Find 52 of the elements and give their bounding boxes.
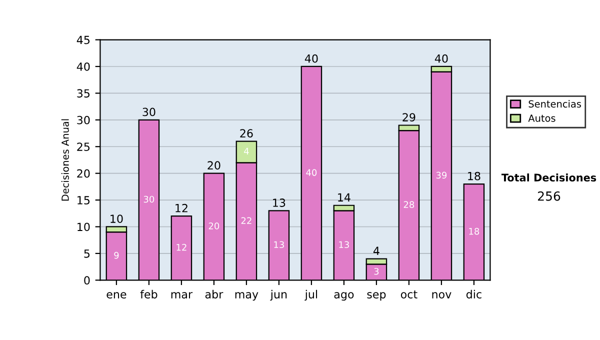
x-tick-label: oct [400,290,418,298]
x-tick-label: abr [205,290,224,298]
x-tick-label: ago [334,292,354,301]
total-label: 40 [434,54,448,63]
x-tick-label: feb [140,290,158,298]
text: 256 [538,191,560,201]
data-label: 13 [274,241,284,248]
y-tick-label: 10 [78,222,90,232]
x-tick-label: dic [466,290,482,298]
data-label: 4 [244,148,249,154]
total-label: 29 [402,113,416,122]
total-label: 12 [176,204,188,212]
total-label: 4 [373,246,380,255]
data-label: 28 [404,201,414,208]
data-label: 40 [306,169,317,176]
y-tick-label: 40 [76,62,90,71]
y-tick-label: 45 [76,36,90,44]
data-label: 20 [208,222,220,230]
y-tick-label: 5 [84,250,90,258]
total-label: 14 [338,193,350,202]
x-tick-label: mar [171,292,193,298]
total-label: 13 [273,198,286,207]
y-tick-label: 0 [84,276,90,285]
y-tick-label: 15 [78,196,90,204]
y-axis-title: Decisiones Anual [61,119,69,201]
x-tick-label: jul [304,290,318,301]
data-label: 9 [114,252,119,259]
total-label: 20 [208,161,220,170]
x-tick-label: may [235,292,258,301]
data-label: 30 [144,196,154,203]
total-label: 10 [110,214,123,223]
y-tick-label: 35 [77,89,90,98]
data-label: 18 [469,228,480,235]
total-label: 18 [468,172,480,180]
x-tick-label: jun [270,290,287,301]
y-tick-label: 20 [77,169,90,178]
data-label: 39 [436,172,447,179]
data-label: 3 [374,268,379,275]
y-tick-label: 30 [77,116,90,124]
data-label: 22 [241,217,252,224]
total-label: 30 [142,108,156,116]
x-tick-label: ene [106,292,126,298]
total-label: 26 [240,129,253,138]
text: Total Decisiones [501,173,596,182]
y-tick-label: 25 [77,142,90,151]
legend-label: Sentencias [528,100,582,108]
legend-label: Autos [528,114,556,122]
x-tick-label: nov [432,292,452,298]
data-label: 13 [339,241,349,248]
total-label: 40 [304,54,318,63]
data-label: 12 [176,244,186,251]
x-tick-label: sep [367,292,386,301]
